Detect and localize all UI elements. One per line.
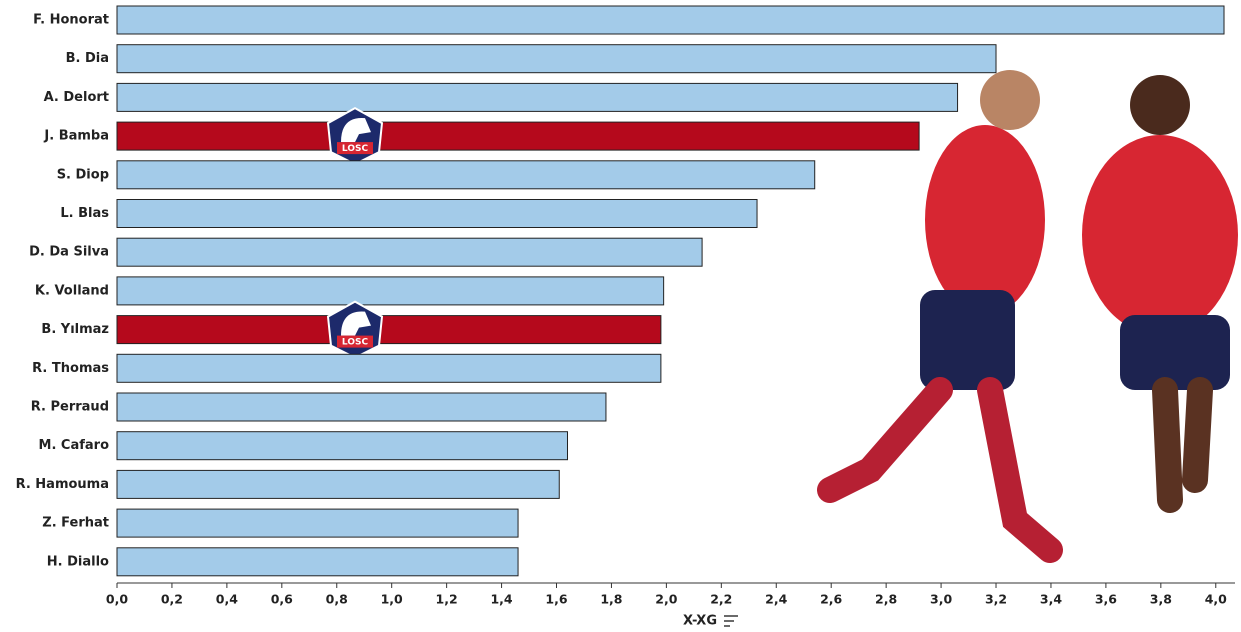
bar xyxy=(116,5,1225,35)
badge-text: LOSC xyxy=(342,144,369,154)
badge-band xyxy=(337,142,373,155)
x-tick-label: 3,8 xyxy=(1150,592,1172,607)
bar xyxy=(116,508,519,538)
bar xyxy=(116,392,607,422)
y-tick-label: R. Perraud xyxy=(31,400,109,415)
x-tick-label: 2,0 xyxy=(655,592,677,607)
y-tick-label: J. Bamba xyxy=(43,129,109,144)
club-badge: LOSC xyxy=(326,106,384,166)
x-tick-label: 1,8 xyxy=(600,592,622,607)
badge-dog xyxy=(341,117,371,143)
x-tick-label: 2,2 xyxy=(710,592,732,607)
bar xyxy=(116,160,816,190)
x-tick-label: 1,4 xyxy=(490,592,512,607)
y-tick-label: B. Yılmaz xyxy=(41,322,109,337)
y-tick-label: S. Diop xyxy=(57,167,109,182)
club-badge: LOSC xyxy=(326,300,384,359)
x-tick-label: 2,4 xyxy=(765,592,787,607)
player-legs xyxy=(817,377,1063,563)
bar xyxy=(116,121,920,151)
sort-icon xyxy=(724,615,738,627)
bar xyxy=(116,547,519,577)
bar xyxy=(116,353,662,383)
x-tick-label: 3,0 xyxy=(930,592,952,607)
badge-text: LOSC xyxy=(342,338,369,348)
y-tick-label: D. Da Silva xyxy=(29,245,109,260)
x-tick-label: 1,2 xyxy=(436,592,458,607)
player-legs xyxy=(1152,377,1213,513)
x-tick-label: 3,6 xyxy=(1095,592,1117,607)
bar xyxy=(116,276,665,306)
y-tick-label: R. Hamouma xyxy=(16,477,109,492)
bar xyxy=(116,82,959,112)
x-tick-label: 3,2 xyxy=(985,592,1007,607)
x-tick-label: 0,8 xyxy=(326,592,348,607)
player-shorts xyxy=(1120,315,1230,390)
x-tick-label: 1,0 xyxy=(381,592,403,607)
x-tick-label: 4,0 xyxy=(1205,592,1227,607)
y-tick-label: M. Cafaro xyxy=(39,438,110,453)
player-shorts xyxy=(920,290,1015,390)
bar xyxy=(116,237,703,267)
x-tick-label: 2,8 xyxy=(875,592,897,607)
x-tick-label: 0,6 xyxy=(271,592,293,607)
x-tick-label: 0,2 xyxy=(161,592,183,607)
y-tick-label: B. Dia xyxy=(66,51,109,66)
x-tick-label: 3,4 xyxy=(1040,592,1062,607)
bar xyxy=(116,431,568,461)
badge-dog xyxy=(341,311,371,336)
y-tick-label: K. Volland xyxy=(35,283,109,298)
x-axis-title: X-XG xyxy=(683,614,717,629)
player-shirt xyxy=(925,125,1045,315)
bar xyxy=(116,469,560,499)
x-tick-label: 1,6 xyxy=(545,592,567,607)
y-tick-label: L. Blas xyxy=(60,206,109,221)
y-tick-label: H. Diallo xyxy=(47,554,109,569)
y-tick-label: Z. Ferhat xyxy=(42,516,109,531)
plot: 0,0 0,2 0,4 0,6 0,8 1,0 1,2 1,4 1,6 1,8 2,0 2,2 2,4 2… xyxy=(16,5,1235,607)
y-tick-label: F. Honorat xyxy=(33,13,109,28)
badge-band xyxy=(337,335,373,348)
bar xyxy=(116,199,758,228)
players-photo xyxy=(817,70,1238,563)
x-tick-label: 0,0 xyxy=(106,592,128,607)
x-tick-label: 2,6 xyxy=(820,592,842,607)
player-head xyxy=(980,70,1040,130)
player-head xyxy=(1130,75,1190,135)
bar xyxy=(116,315,662,345)
player-shirt xyxy=(1082,135,1238,335)
y-tick-label: A. Delort xyxy=(44,90,109,105)
x-tick-label: 0,4 xyxy=(216,592,238,607)
y-tick-label: R. Thomas xyxy=(32,361,109,376)
bar xyxy=(116,44,997,74)
